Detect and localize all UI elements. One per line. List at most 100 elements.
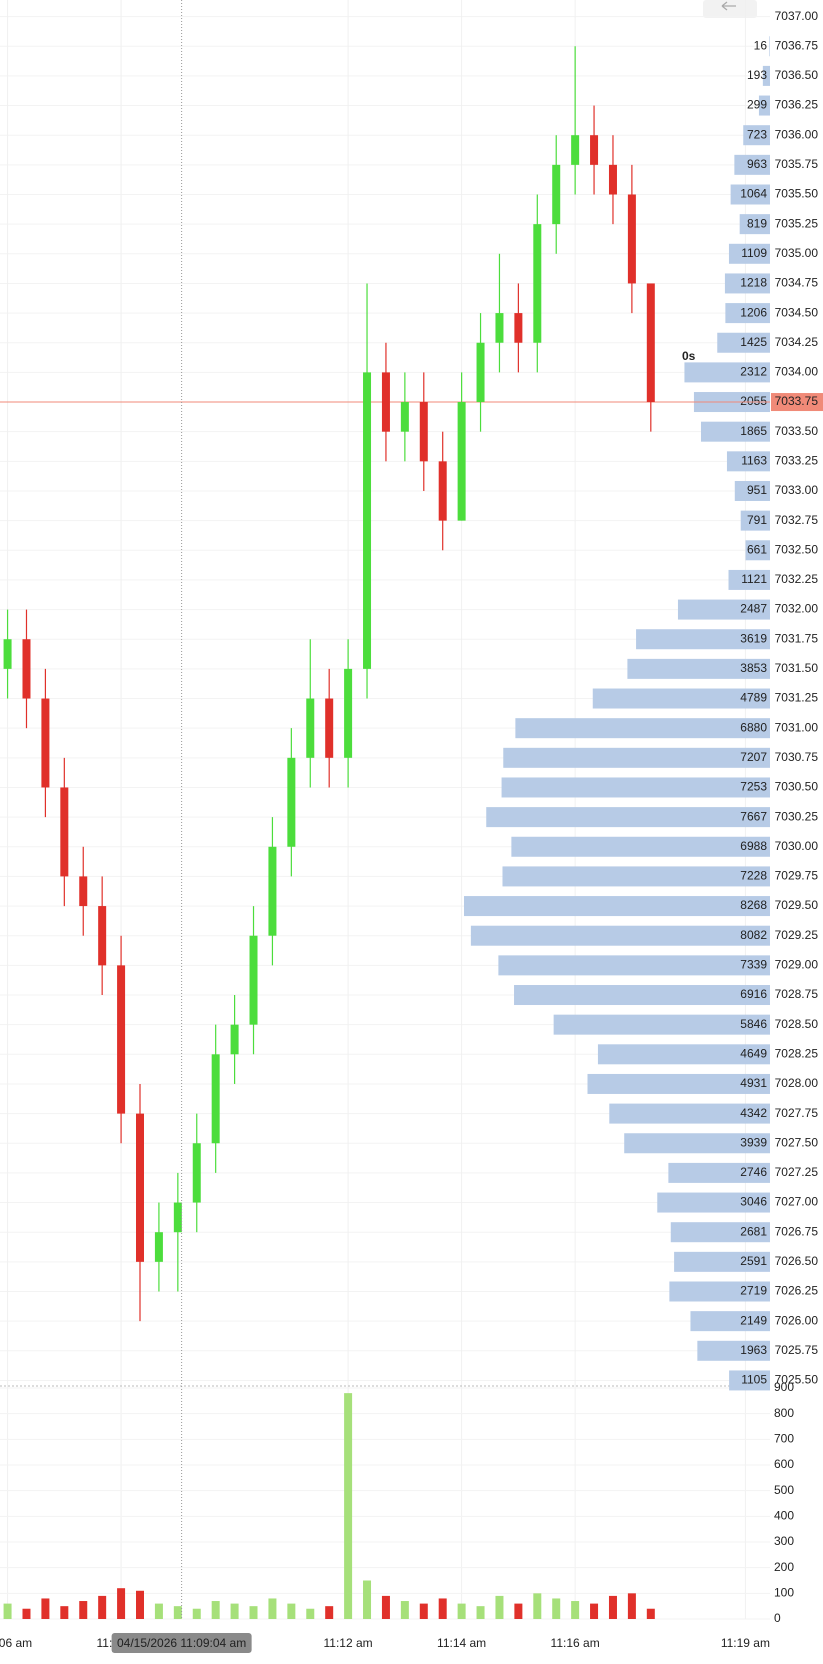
profile-bar xyxy=(700,421,770,442)
y-tick-label: 7026.50 xyxy=(775,1254,819,1268)
y-tick-label: 7032.00 xyxy=(775,602,819,616)
y-tick-label: 7029.25 xyxy=(775,928,819,942)
profile-bar xyxy=(769,36,770,57)
profile-bar xyxy=(739,214,770,235)
y-tick-label: 7032.25 xyxy=(775,572,819,586)
y-tick-label: 7028.50 xyxy=(775,1017,819,1031)
profile-bar xyxy=(668,1162,770,1183)
profile-label: 951 xyxy=(747,483,767,497)
volume-bar xyxy=(192,1608,201,1619)
y-tick-label: 7028.00 xyxy=(775,1076,819,1090)
y-tick-label: 7035.00 xyxy=(775,246,819,260)
candle-body xyxy=(363,372,372,669)
candle-body xyxy=(230,1024,239,1055)
profile-label: 791 xyxy=(747,513,767,527)
profile-label: 8082 xyxy=(740,928,767,942)
y-tick-label: 7026.25 xyxy=(775,1284,819,1298)
x-tick-label: 11:16 am xyxy=(551,1636,600,1650)
candle-body xyxy=(22,639,31,699)
profile-label: 1105 xyxy=(741,1373,767,1387)
profile-bar xyxy=(503,747,770,768)
profile-bar xyxy=(677,599,770,620)
profile-label: 5846 xyxy=(740,1017,767,1031)
profile-label: 4342 xyxy=(740,1106,767,1120)
profile-bar xyxy=(636,629,770,650)
volume-bar xyxy=(287,1603,296,1619)
profile-bar xyxy=(690,1311,770,1332)
profile-bar xyxy=(502,866,770,887)
y-tick-label: 7030.75 xyxy=(775,750,819,764)
y-tick-label: 7029.00 xyxy=(775,958,819,972)
profile-bar xyxy=(725,303,770,324)
volume-bar xyxy=(268,1598,277,1619)
y-tick-label: 7031.00 xyxy=(775,720,819,734)
back-button[interactable] xyxy=(703,0,757,18)
candle-body xyxy=(154,1232,163,1262)
profile-bar xyxy=(609,1103,770,1124)
x-tick-label: 11:19 am xyxy=(721,1636,770,1650)
volume-bar xyxy=(230,1603,239,1619)
volume-bar xyxy=(363,1580,372,1619)
candle-body xyxy=(381,372,390,432)
x-tick-label: 11:06 am xyxy=(0,1636,32,1650)
volume-bar xyxy=(79,1601,88,1619)
volume-bar xyxy=(419,1603,428,1619)
volume-bar xyxy=(325,1606,334,1619)
profile-label: 3619 xyxy=(740,631,767,645)
profile-bar xyxy=(587,1073,770,1094)
y-tick-label: 7029.75 xyxy=(775,869,819,883)
candle-body xyxy=(79,876,88,907)
volume-tick-label: 900 xyxy=(774,1380,794,1394)
y-tick-label: 7034.00 xyxy=(775,365,819,379)
y-tick-label: 7031.50 xyxy=(775,661,819,675)
profile-label: 1109 xyxy=(741,246,767,260)
volume-bar xyxy=(344,1393,353,1619)
profile-bar xyxy=(717,332,770,353)
profile-label: 7253 xyxy=(740,780,767,794)
profile-bar xyxy=(470,925,770,946)
profile-bar xyxy=(697,1340,770,1361)
candle-body xyxy=(287,757,296,847)
profile-label: 3046 xyxy=(740,1195,767,1209)
profile-bar xyxy=(684,362,770,383)
countdown: 0s xyxy=(682,349,696,363)
y-tick-label: 7034.75 xyxy=(775,276,819,290)
candle-body xyxy=(627,194,636,284)
volume-tick-label: 800 xyxy=(774,1406,794,1420)
profile-label: 963 xyxy=(747,157,767,171)
candle-body xyxy=(41,698,50,788)
profile-label: 1963 xyxy=(740,1343,767,1357)
volume-bar xyxy=(476,1606,485,1619)
profile-label: 2681 xyxy=(740,1224,767,1238)
profile-bar xyxy=(624,1133,770,1154)
volume-tick-label: 300 xyxy=(774,1534,794,1548)
volume-bar xyxy=(608,1595,617,1619)
y-tick-label: 7027.00 xyxy=(775,1195,819,1209)
profile-bar xyxy=(670,1222,770,1243)
profile-bar xyxy=(734,480,770,501)
crosshair-box xyxy=(111,1633,252,1653)
volume-tick-label: 100 xyxy=(774,1586,794,1600)
profile-label: 2746 xyxy=(740,1165,767,1179)
profile-label: 1425 xyxy=(740,335,767,349)
profile-label: 4649 xyxy=(740,1046,767,1060)
y-tick-label: 7036.00 xyxy=(775,127,819,141)
profile-bar xyxy=(627,658,770,679)
profile-bar xyxy=(740,510,770,531)
candle-body xyxy=(552,164,561,225)
profile-bar xyxy=(724,273,770,294)
y-tick-label: 7035.75 xyxy=(775,157,819,171)
volume-bar xyxy=(400,1601,409,1619)
y-tick-label: 7027.50 xyxy=(775,1135,819,1149)
y-tick-label: 7036.50 xyxy=(775,68,819,82)
y-tick-label: 7030.50 xyxy=(775,780,819,794)
volume-tick-label: 400 xyxy=(774,1509,794,1523)
x-tick-label: 11:12 am xyxy=(324,1636,373,1650)
candle-body xyxy=(533,224,542,343)
candle-body xyxy=(173,1202,182,1233)
profile-bar xyxy=(730,184,770,205)
y-tick-label: 7030.00 xyxy=(775,839,819,853)
profile-bar xyxy=(514,985,770,1006)
profile-label: 1865 xyxy=(740,424,767,438)
